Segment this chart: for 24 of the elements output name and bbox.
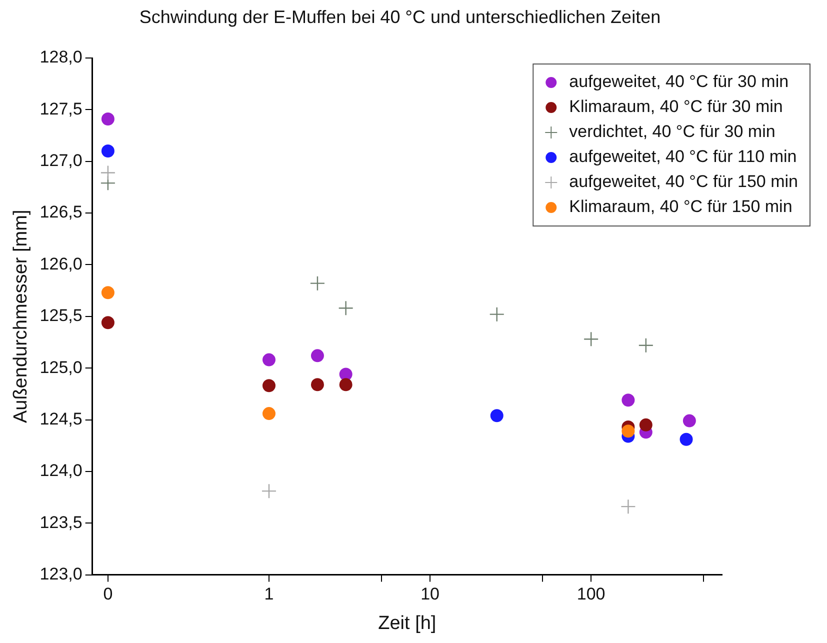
x-tick-label: 0 [103, 584, 113, 604]
y-tick-label: 123,0 [40, 564, 82, 584]
y-tick-label: 123,5 [40, 512, 82, 532]
legend-label: aufgeweitet, 40 °C für 150 min [569, 172, 798, 192]
y-tick-label: 125,0 [40, 358, 82, 377]
y-tick-label: 124,5 [40, 409, 82, 428]
y-tick-label: 124,0 [40, 461, 82, 480]
legend-label: aufgeweitet, 40 °C für 110 min [569, 147, 797, 166]
legend-label: verdichtet, 40 °C für 30 min [569, 122, 776, 142]
y-tick-label: 126,5 [40, 202, 82, 222]
y-tick-label: 127,0 [40, 151, 82, 170]
legend-label: aufgeweitet, 40 °C für 30 min [569, 72, 789, 92]
chart-title: Schwindung der E-Muffen bei 40 °C und unterschiedlichen Zeiten [138, 6, 662, 29]
y-tick-label: 125,5 [40, 306, 82, 326]
x-tick-label: 100 [576, 584, 606, 604]
legend-label: Klimaraum, 40 °C für 150 min [569, 197, 792, 216]
x-tick-label: 1 [264, 584, 274, 604]
y-tick-label: 126,0 [40, 254, 82, 274]
y-tick-label: 127,5 [40, 99, 82, 118]
x-axis-title: Zeit [h] [378, 612, 436, 634]
y-axis-title: Außendurchmesser [mm] [10, 210, 32, 424]
y-tick-label: 128,0 [40, 48, 82, 67]
x-tick-label: 10 [420, 584, 440, 604]
legend-label: Klimaraum, 40 °C für 30 min [569, 97, 783, 116]
